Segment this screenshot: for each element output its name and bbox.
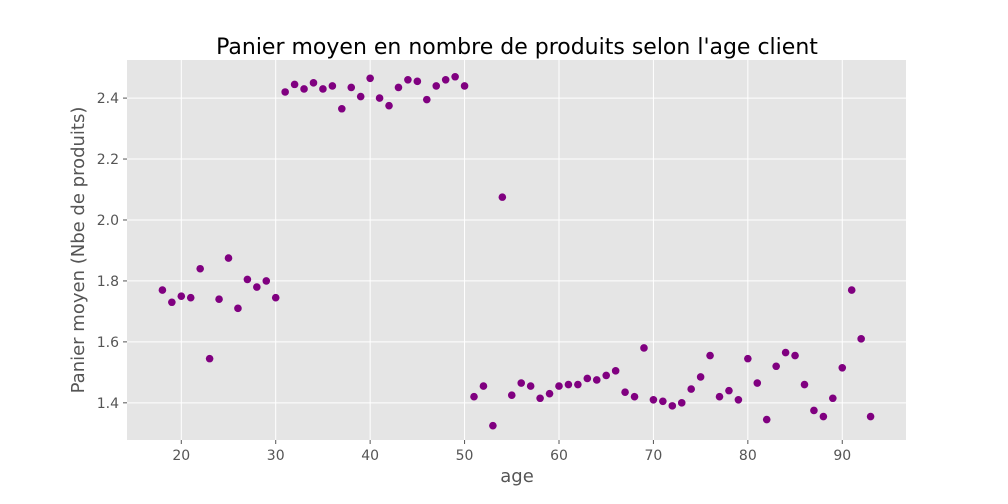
data-point (536, 394, 544, 403)
data-point (621, 388, 629, 396)
data-point (810, 406, 818, 415)
data-point (338, 104, 346, 113)
data-point (762, 415, 771, 424)
data-point (224, 254, 233, 262)
data-point (432, 82, 441, 90)
data-point (300, 85, 308, 93)
x-tick-label: 40 (361, 448, 379, 464)
data-point (564, 380, 573, 389)
data-point (375, 94, 384, 102)
y-tick-label: 2.4 (97, 91, 119, 107)
x-tick-label: 30 (267, 448, 285, 464)
data-point (243, 275, 252, 284)
data-point (791, 351, 799, 360)
data-point (262, 277, 271, 285)
data-point (696, 373, 705, 381)
data-point (857, 335, 865, 343)
data-point (319, 85, 327, 93)
data-point (611, 367, 620, 375)
x-axis-label: age (500, 466, 534, 487)
y-tick-label: 1.8 (97, 274, 119, 290)
y-tick-label: 1.4 (97, 396, 119, 412)
x-tick-label: 90 (833, 448, 851, 464)
data-point (592, 376, 601, 384)
data-point (753, 379, 762, 387)
data-point (526, 382, 535, 390)
data-point (168, 298, 176, 307)
data-point (309, 79, 318, 87)
data-point (177, 292, 186, 300)
data-point (290, 80, 299, 89)
y-axis-label: Panier moyen (Nbe de produits) (68, 107, 89, 394)
data-point (234, 304, 242, 313)
y-tick-label: 1.6 (97, 335, 119, 351)
plot-area (127, 60, 906, 440)
x-tick-label: 70 (645, 448, 663, 464)
data-points (158, 72, 875, 430)
data-point (800, 380, 809, 389)
y-tick-label: 2.0 (97, 213, 119, 229)
data-point (328, 82, 337, 90)
data-point (772, 362, 780, 371)
data-point (744, 354, 752, 363)
x-tick-label: 20 (172, 448, 190, 464)
data-point (659, 397, 667, 406)
data-point (555, 382, 563, 390)
data-point (545, 389, 554, 398)
data-point (281, 88, 289, 96)
data-point (366, 74, 374, 83)
data-point (583, 374, 592, 383)
data-point (413, 77, 422, 86)
data-point (158, 286, 167, 294)
data-point (205, 354, 214, 363)
y-axis-ticks: 1.4 1.6 1.8 2.0 2.2 2.4 (97, 91, 127, 412)
data-point (441, 76, 450, 84)
x-tick-label: 80 (739, 448, 757, 464)
x-tick-label: 50 (456, 448, 474, 464)
data-point (489, 421, 497, 430)
data-point (517, 379, 526, 387)
data-point (668, 402, 677, 410)
data-point (838, 363, 847, 372)
x-tick-label: 60 (550, 448, 568, 464)
data-point (271, 293, 280, 302)
data-point (715, 392, 724, 401)
data-point (186, 293, 195, 302)
data-point (677, 399, 686, 407)
data-point (649, 395, 658, 404)
data-point (574, 380, 582, 389)
data-point (385, 101, 393, 110)
chart-title: Panier moyen en nombre de produits selon… (216, 35, 818, 60)
data-point (253, 283, 261, 291)
data-point (196, 264, 204, 273)
data-point (725, 386, 733, 395)
data-point (734, 395, 743, 404)
data-point (422, 95, 431, 104)
data-point (215, 295, 223, 304)
data-point (829, 394, 837, 403)
x-axis-ticks: 20 30 40 50 60 70 80 90 (172, 440, 851, 464)
data-point (866, 412, 875, 421)
data-point (781, 348, 790, 357)
data-point (640, 344, 648, 352)
data-point (507, 391, 516, 400)
data-point (451, 72, 459, 81)
data-point (347, 83, 356, 92)
data-point (356, 92, 365, 101)
data-point (394, 83, 403, 92)
data-point (404, 76, 412, 84)
data-point (602, 371, 611, 380)
y-tick-label: 2.2 (97, 152, 119, 168)
data-point (460, 82, 469, 90)
data-point (819, 412, 828, 421)
data-point (687, 385, 695, 393)
data-point (470, 392, 478, 401)
data-point (706, 351, 714, 360)
data-point (630, 392, 639, 401)
grid (127, 60, 906, 440)
data-point (498, 193, 507, 201)
data-point (847, 286, 856, 294)
data-point (479, 382, 488, 390)
